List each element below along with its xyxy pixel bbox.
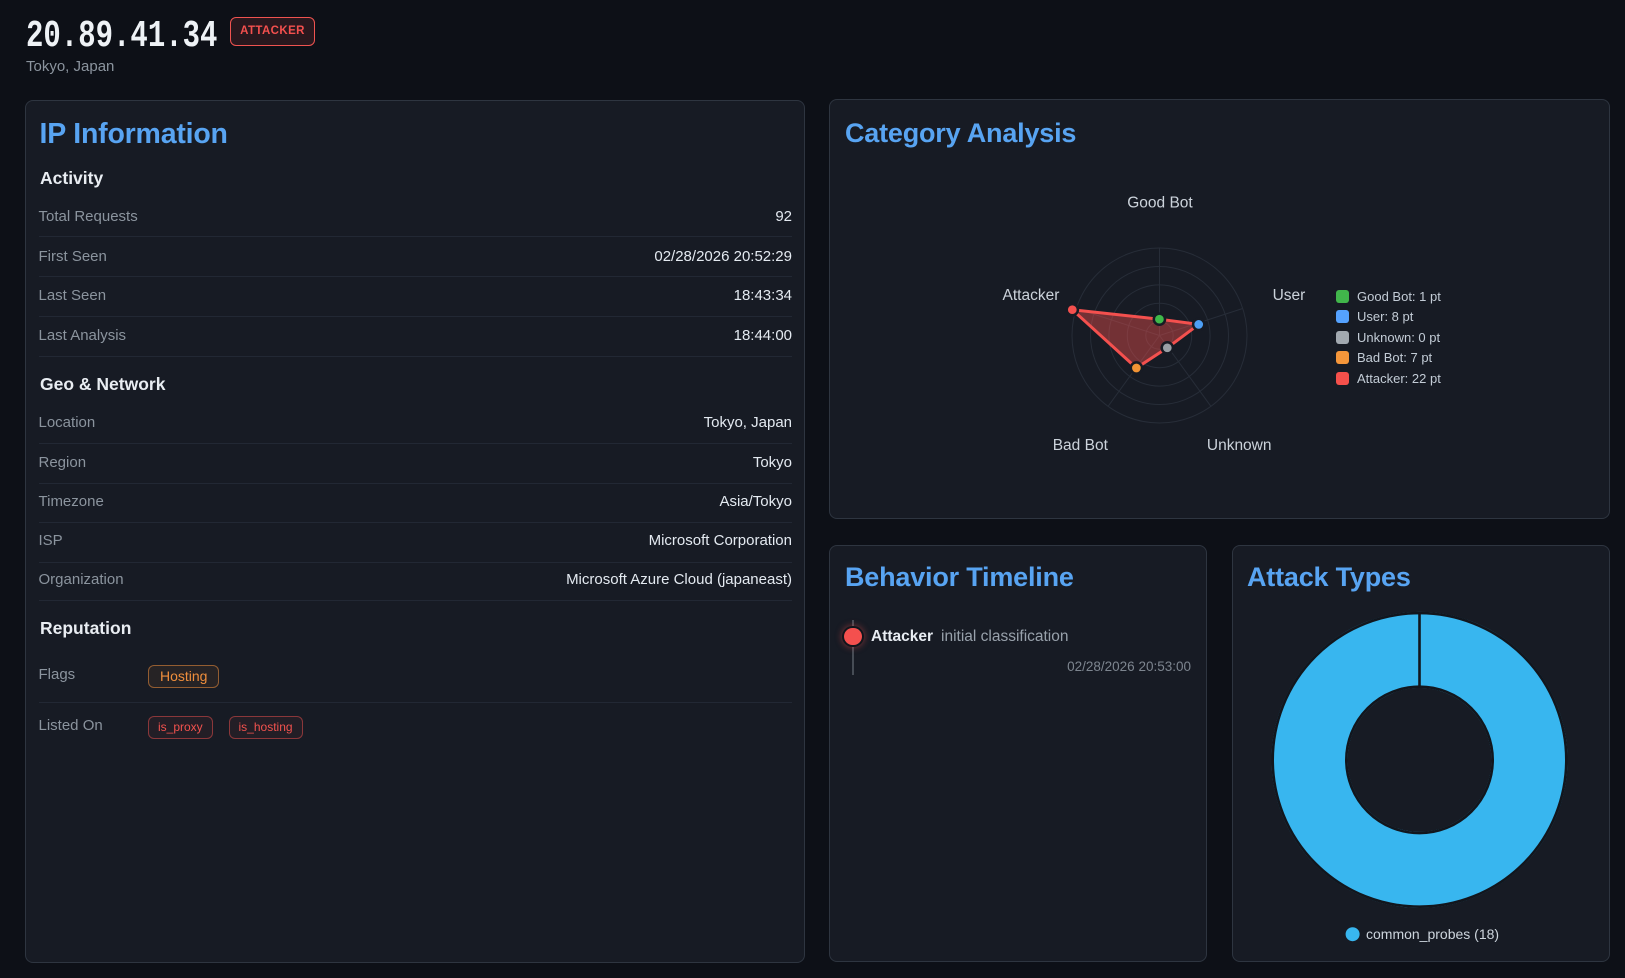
svg-text:User: User [1273, 287, 1306, 304]
svg-text:common_probes (18): common_probes (18) [1366, 926, 1499, 942]
svg-text:Good Bot: Good Bot [1127, 195, 1193, 212]
svg-text:Unknown: Unknown [1207, 437, 1272, 454]
svg-text:Bad Bot: Bad Bot [1053, 437, 1109, 454]
svg-text:Attacker: Attacker [1003, 287, 1060, 304]
